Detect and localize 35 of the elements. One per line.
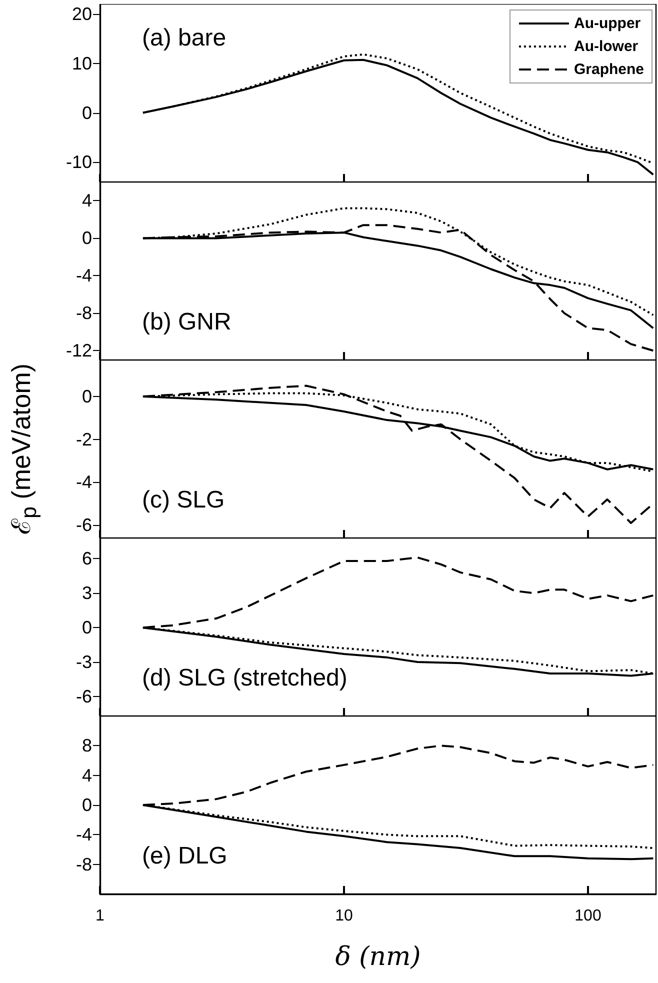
y-tick-label: -12 [66,340,92,361]
x-tick-label: 100 [574,908,602,924]
x-tick-label: 1 [96,908,105,924]
y-tick-label: -6 [76,686,92,706]
y-tick-label: 10 [72,53,92,74]
y-tick-label: 20 [72,4,92,24]
annotation: (b) GNR [142,308,232,336]
annotation: (d) SLG (stretched) [142,664,348,692]
x-axis-title: δ (nm) [335,942,421,972]
y-tick-label: -4 [76,472,92,492]
y-tick-label: 4 [82,765,92,786]
y-tick-label: 8 [82,736,92,756]
annotation: (c) SLG [142,486,225,514]
legend-label: Au-lower [574,38,638,55]
y-tick-label: 3 [82,583,92,604]
y-tick-label: -8 [76,303,92,324]
y-tick-label: 4 [82,190,92,211]
y-tick-label: -4 [76,824,92,845]
legend-label: Graphene [574,61,644,78]
y-tick-label: -10 [66,152,92,172]
annotation: (e) DLG [142,842,228,870]
y-tick-label: -8 [76,854,92,874]
y-tick-label: 6 [82,548,92,569]
y-tick-label: 0 [82,795,92,815]
y-tick-label: -6 [76,515,92,536]
y-tick-label: -3 [76,652,92,672]
annotation: (a) bare [142,24,226,52]
y-tick-label: -4 [76,266,92,286]
y-tick-label: 0 [82,386,92,406]
x-tick-label: 10 [335,908,353,924]
y-tick-label: -2 [76,429,92,450]
y-tick-label: 0 [82,102,92,123]
y-tick-label: 0 [82,618,92,638]
legend-label: Au-upper [574,15,641,32]
y-tick-label: 0 [82,228,92,248]
